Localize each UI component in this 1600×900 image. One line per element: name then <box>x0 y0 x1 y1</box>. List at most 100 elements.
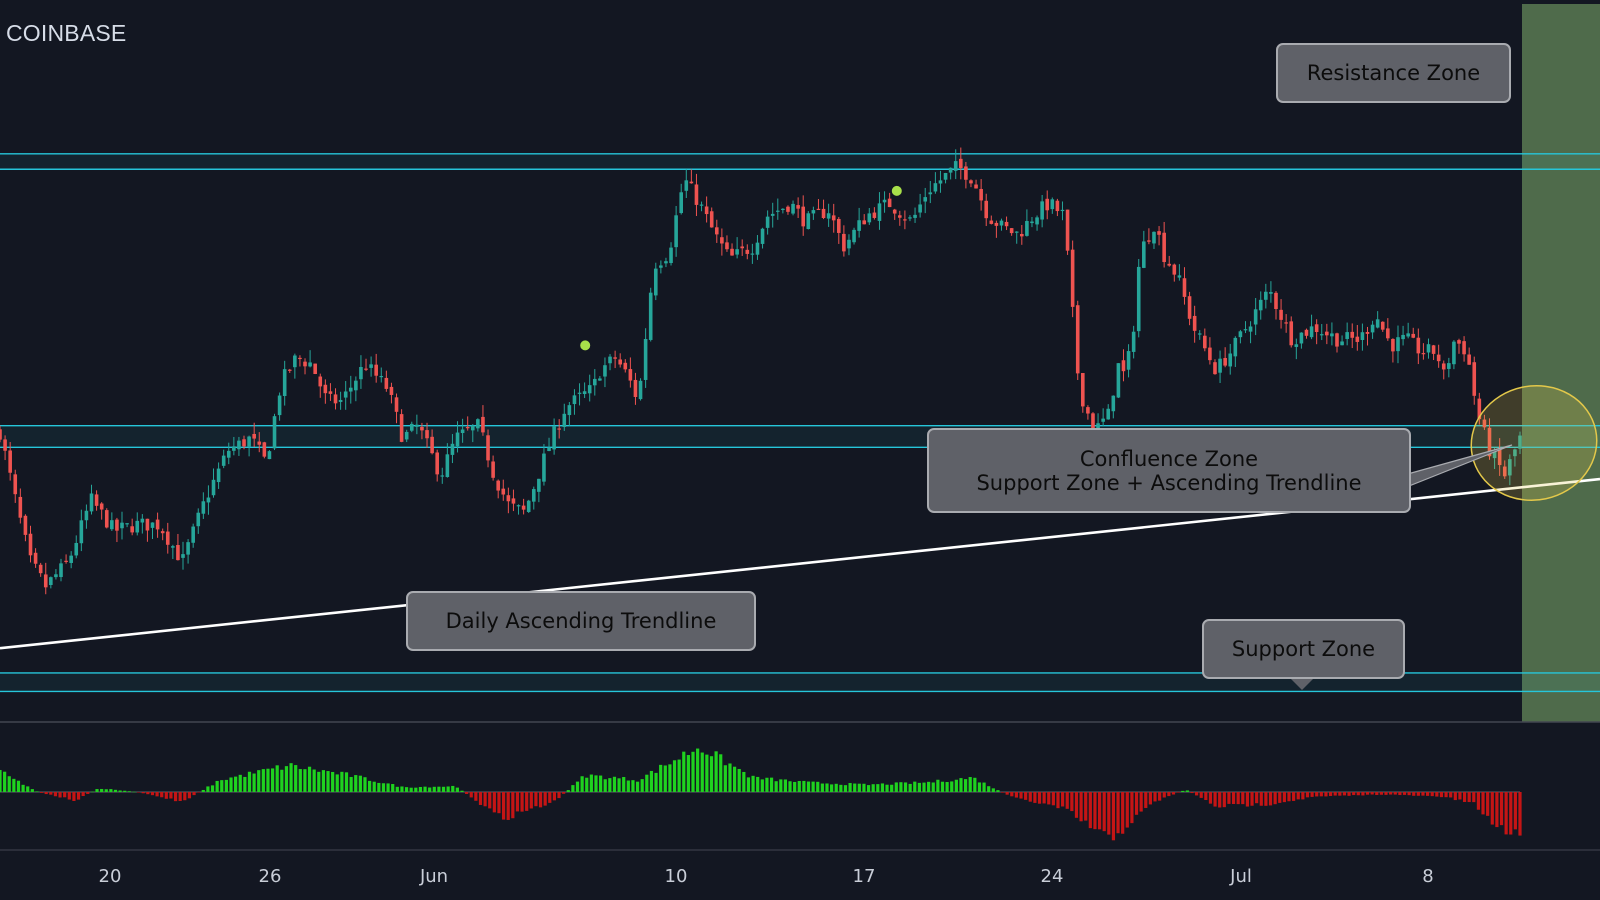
candle-body[interactable] <box>984 200 989 219</box>
candle-body[interactable] <box>598 378 602 381</box>
candle-body[interactable] <box>328 391 333 394</box>
candle-body[interactable] <box>318 376 323 387</box>
candle-body[interactable] <box>882 199 887 203</box>
candle-body[interactable] <box>0 429 2 440</box>
candle-body[interactable] <box>1508 459 1512 476</box>
candle-body[interactable] <box>211 479 216 496</box>
candle-body[interactable] <box>176 545 180 561</box>
candle-body[interactable] <box>1497 448 1502 466</box>
candle-body[interactable] <box>628 369 633 381</box>
candle-body[interactable] <box>638 380 643 400</box>
candle-body[interactable] <box>135 520 140 533</box>
candle-body[interactable] <box>460 429 465 434</box>
candle-body[interactable] <box>1304 329 1309 336</box>
candle-body[interactable] <box>1197 333 1202 335</box>
candle-body[interactable] <box>1330 333 1334 337</box>
candle-body[interactable] <box>409 423 414 431</box>
candle-body[interactable] <box>1253 309 1258 325</box>
candle-body[interactable] <box>816 208 821 211</box>
candle-body[interactable] <box>557 428 561 430</box>
candle-body[interactable] <box>1319 334 1324 336</box>
candle-body[interactable] <box>511 498 516 504</box>
candle-body[interactable] <box>1350 331 1355 338</box>
candle-body[interactable] <box>1340 341 1344 346</box>
daily-trendline-label[interactable]: Daily Ascending Trendline <box>406 591 756 651</box>
candle-body[interactable] <box>552 426 556 450</box>
confluence-zone-label[interactable]: Confluence Zone Support Zone + Ascending… <box>927 428 1411 513</box>
candle-body[interactable] <box>857 220 861 231</box>
signal-marker-2[interactable] <box>891 185 902 196</box>
candle-body[interactable] <box>1411 333 1416 338</box>
candle-body[interactable] <box>140 518 145 523</box>
candle-body[interactable] <box>293 355 297 368</box>
candle-body[interactable] <box>1447 363 1451 369</box>
candle-body[interactable] <box>389 386 394 395</box>
candle-body[interactable] <box>3 439 7 451</box>
candle-body[interactable] <box>364 368 368 370</box>
candle-body[interactable] <box>1213 362 1217 375</box>
candle-body[interactable] <box>18 496 23 518</box>
candle-body[interactable] <box>115 519 119 531</box>
candle-body[interactable] <box>120 522 124 529</box>
candle-body[interactable] <box>23 515 28 535</box>
candle-body[interactable] <box>1075 305 1080 374</box>
candle-body[interactable] <box>1025 221 1029 236</box>
candle-body[interactable] <box>79 520 84 544</box>
candle-body[interactable] <box>1462 341 1466 355</box>
candle-body[interactable] <box>908 217 912 219</box>
candle-body[interactable] <box>1380 321 1385 330</box>
candle-body[interactable] <box>1055 200 1060 212</box>
candle-body[interactable] <box>181 554 185 558</box>
candle-body[interactable] <box>354 380 358 391</box>
candle-body[interactable] <box>59 563 63 578</box>
candle-body[interactable] <box>836 218 841 233</box>
candle-body[interactable] <box>1020 233 1024 237</box>
candle-body[interactable] <box>501 488 506 495</box>
candle-body[interactable] <box>979 188 983 201</box>
candle-body[interactable] <box>1421 353 1426 355</box>
candle-body[interactable] <box>333 394 338 404</box>
candle-body[interactable] <box>928 192 933 195</box>
candle-body[interactable] <box>272 416 277 449</box>
candle-body[interactable] <box>587 385 592 394</box>
candle-body[interactable] <box>562 413 567 427</box>
candle-body[interactable] <box>267 451 272 460</box>
candle-body[interactable] <box>781 208 785 210</box>
candle-body[interactable] <box>694 184 699 205</box>
candle-body[interactable] <box>1182 278 1187 297</box>
candle-body[interactable] <box>1370 324 1375 333</box>
candle-body[interactable] <box>1518 435 1522 449</box>
candle-body[interactable] <box>89 493 94 512</box>
candle-body[interactable] <box>1208 347 1212 361</box>
candle-body[interactable] <box>760 228 765 244</box>
candle-body[interactable] <box>43 574 48 588</box>
candle-body[interactable] <box>643 339 648 380</box>
candle-body[interactable] <box>821 208 826 219</box>
candle-body[interactable] <box>516 505 521 507</box>
resistance-zone-label[interactable]: Resistance Zone <box>1276 43 1511 103</box>
candle-body[interactable] <box>801 206 806 227</box>
candle-body[interactable] <box>806 213 811 230</box>
candle-body[interactable] <box>440 475 445 477</box>
candle-body[interactable] <box>1258 299 1263 311</box>
candle-body[interactable] <box>379 376 384 378</box>
candle-body[interactable] <box>969 180 973 184</box>
candle-body[interactable] <box>1294 344 1299 347</box>
candle-body[interactable] <box>999 220 1004 226</box>
candle-body[interactable] <box>1457 340 1461 344</box>
candle-body[interactable] <box>1401 334 1405 340</box>
candle-body[interactable] <box>486 435 490 461</box>
candle-body[interactable] <box>257 441 262 445</box>
candle-body[interactable] <box>1238 331 1243 338</box>
candle-body[interactable] <box>1187 296 1192 319</box>
candle-body[interactable] <box>994 222 999 226</box>
candle-body[interactable] <box>1081 373 1085 407</box>
candle-body[interactable] <box>775 210 780 212</box>
candle-body[interactable] <box>394 397 399 412</box>
candle-body[interactable] <box>730 248 734 256</box>
candle-body[interactable] <box>155 519 160 530</box>
candle-body[interactable] <box>1203 335 1207 349</box>
candle-body[interactable] <box>201 501 206 514</box>
candle-body[interactable] <box>69 555 73 563</box>
candle-body[interactable] <box>1365 331 1370 334</box>
